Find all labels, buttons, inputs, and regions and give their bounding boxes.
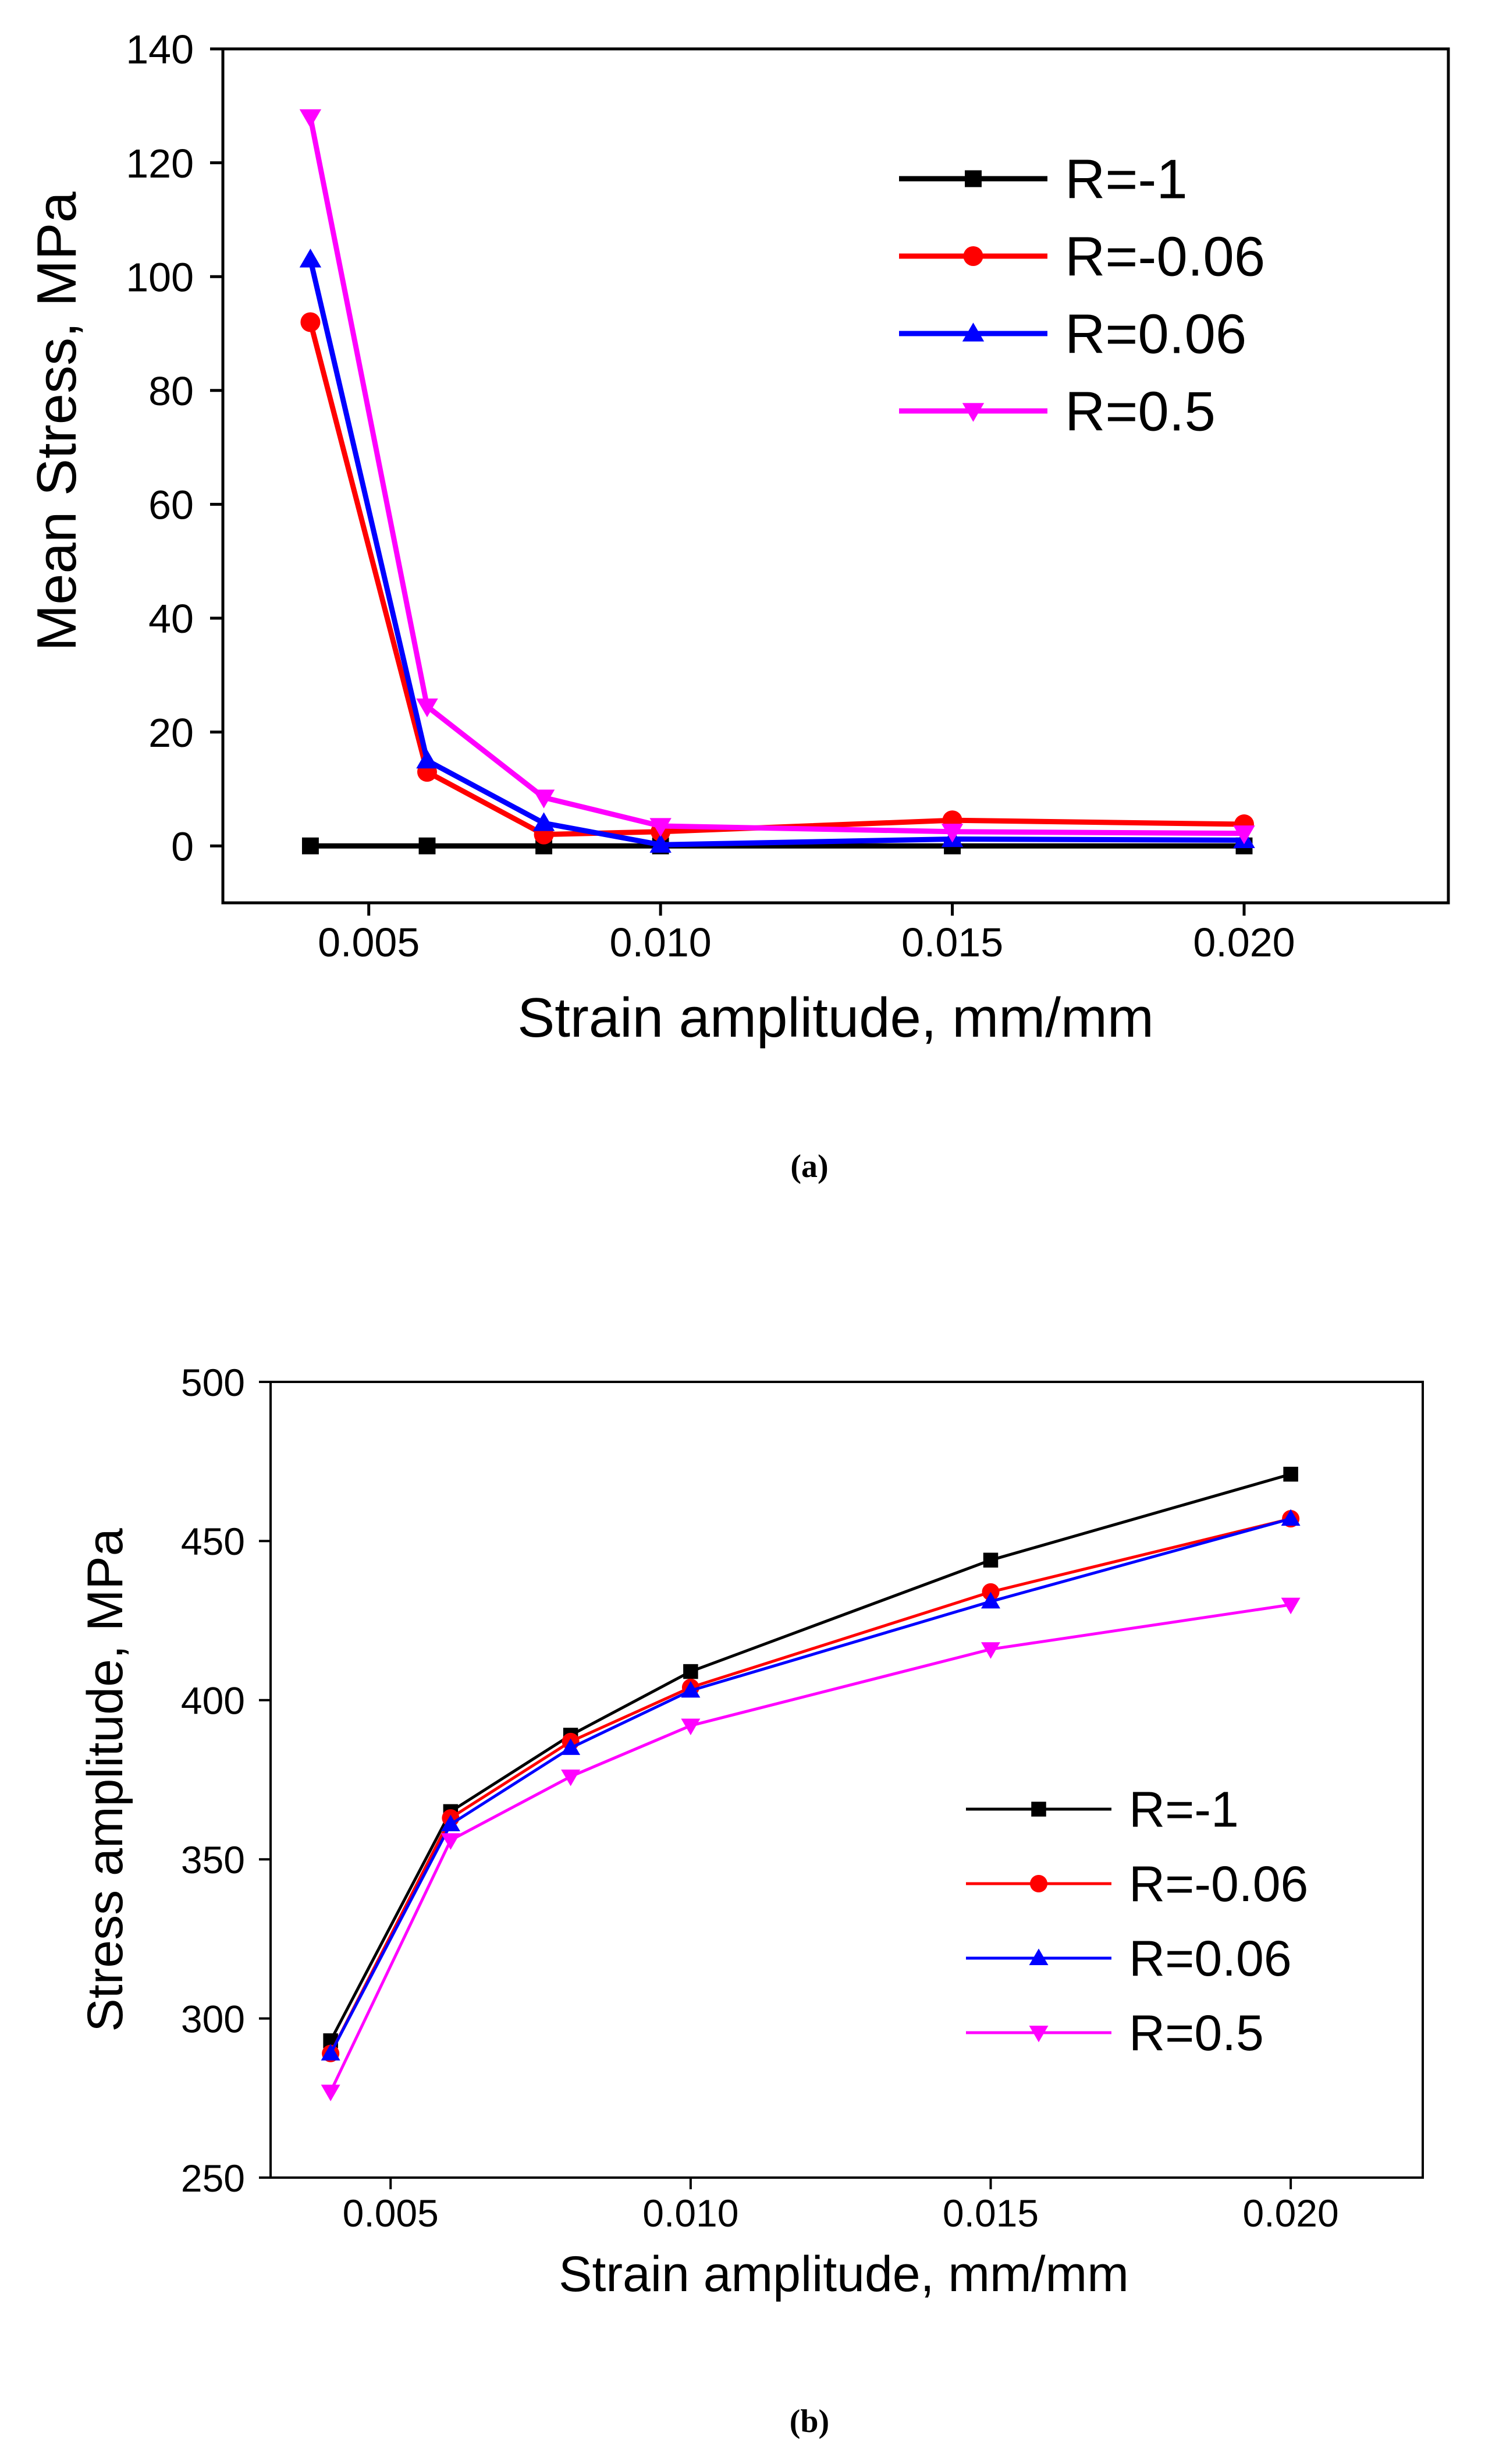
series-line-r-0-5 — [329, 1603, 1291, 2093]
legend-label: R=-1 — [1129, 1782, 1239, 1838]
x-tick-label: 0.015 — [901, 920, 1003, 965]
data-point-r-0-5 — [299, 109, 322, 129]
data-point-r-0-06 — [299, 249, 322, 268]
data-point-r-0-5 — [1281, 1597, 1301, 1615]
legend-marker — [1029, 2026, 1049, 2043]
data-point-r-0-06 — [1281, 1509, 1301, 1526]
plot-frame — [221, 47, 1450, 905]
series-layer — [321, 1466, 1301, 2101]
y-tick-label: 80 — [148, 368, 194, 414]
legend-label: R=-1 — [1065, 148, 1188, 211]
legend-label: R=0.06 — [1129, 1931, 1292, 1987]
data-point-r-1 — [683, 1664, 698, 1679]
y-tick-label: 250 — [181, 2157, 245, 2200]
chart-panel-b: 0.005 0.010 0.015 0.020 250 300 350 400 450 500 S… — [77, 1361, 1424, 2440]
y-tick-label: 40 — [148, 596, 194, 641]
data-point-r-0-06 — [532, 812, 555, 831]
data-point-r-1 — [418, 837, 436, 855]
data-point-r-0-5 — [532, 789, 555, 809]
series-line-r-1 — [329, 1473, 1291, 2042]
data-point-r-1 — [1283, 1466, 1298, 1482]
legend: R=-1 R=-0.06 R=0.06 R=0.5 — [966, 1782, 1308, 2061]
legend-marker — [1031, 1802, 1046, 1817]
data-point-r-0-5 — [416, 698, 438, 718]
data-point-r-0-06 — [416, 749, 438, 769]
y-tick-label: 300 — [181, 1997, 245, 2040]
y-tick-label: 20 — [148, 710, 194, 756]
series-line-r-0-5 — [308, 116, 1245, 836]
legend-marker — [962, 403, 985, 422]
y-axis-label: Stress amplitude, MPa — [77, 1528, 133, 2032]
y-tick-label: 0 — [171, 824, 194, 869]
series-line-r-0-06 — [329, 1517, 1291, 2054]
x-axis-label: Strain amplitude, mm/mm — [517, 987, 1154, 1049]
data-point-r-1 — [983, 1552, 999, 1568]
caption-b: (b) — [790, 2403, 829, 2440]
chart-panel-a: 0.005 0.010 0.015 0.020 0 20 40 60 80 100 120 140 S… — [26, 27, 1450, 1185]
legend-label: R=0.5 — [1129, 2005, 1264, 2061]
data-point-r-0-5 — [649, 818, 672, 837]
legend-label: R=-0.06 — [1129, 1856, 1308, 1912]
data-point-r-0-06 — [681, 1681, 701, 1698]
series-layer — [299, 109, 1255, 855]
legend-label: R=-0.06 — [1065, 226, 1265, 288]
y-axis-label: Mean Stress, MPa — [26, 192, 88, 651]
y-tick-label: 120 — [126, 141, 194, 186]
data-point-r-0-5 — [681, 1718, 701, 1736]
data-point-r-0-06 — [321, 2044, 340, 2061]
series-line-r-0-06 — [308, 258, 1245, 848]
y-tick-label: 400 — [181, 1679, 245, 1722]
x-tick-label: 0.020 — [1243, 2192, 1339, 2235]
data-point-r-0-5 — [941, 824, 964, 843]
data-point-r-0-06 — [441, 1814, 460, 1832]
axis-ticks: 0.005 0.010 0.015 0.020 250 300 350 400 450 500 — [181, 1361, 1339, 2235]
x-tick-label: 0.005 — [343, 2192, 439, 2235]
legend-marker — [963, 246, 983, 266]
x-tick-label: 0.010 — [642, 2192, 738, 2235]
legend-label: R=0.06 — [1065, 303, 1246, 366]
legend-marker — [965, 170, 982, 187]
y-tick-label: 140 — [126, 27, 194, 72]
axis-ticks: 0.005 0.010 0.015 0.020 0 20 40 60 80 100 120 140 — [126, 27, 1295, 965]
legend-label: R=0.5 — [1065, 381, 1216, 443]
legend-marker — [1029, 1948, 1049, 1965]
caption-a: (a) — [790, 1148, 828, 1185]
y-tick-label: 60 — [148, 483, 194, 528]
legend-marker — [962, 322, 985, 342]
y-tick-label: 350 — [181, 1838, 245, 1881]
plot-frame — [269, 1381, 1424, 2179]
legend: R=-1 R=-0.06 R=0.06 R=0.5 — [899, 148, 1265, 443]
y-tick-label: 100 — [126, 254, 194, 300]
x-tick-label: 0.005 — [318, 920, 420, 965]
data-point-r-0-06 — [649, 834, 672, 853]
series-line-r-0-06 — [329, 1517, 1291, 2054]
data-point-r-0-5 — [981, 1642, 1000, 1659]
data-point-r-0-06 — [561, 1738, 581, 1755]
y-tick-label: 450 — [181, 1520, 245, 1563]
x-tick-label: 0.015 — [943, 2192, 1039, 2235]
data-point-r-1 — [301, 837, 319, 855]
data-point-r-0-5 — [1233, 825, 1255, 845]
data-point-r-0-06 — [981, 1591, 1000, 1609]
x-tick-label: 0.020 — [1193, 920, 1295, 965]
x-tick-label: 0.010 — [610, 920, 712, 965]
data-point-r-0-5 — [441, 1833, 460, 1850]
data-point-r-0-06 — [300, 312, 321, 332]
y-tick-label: 500 — [181, 1361, 245, 1404]
x-axis-label: Strain amplitude, mm/mm — [559, 2246, 1129, 2302]
legend-marker — [1030, 1875, 1047, 1892]
data-point-r-0-5 — [321, 2084, 340, 2101]
data-point-r-0-5 — [561, 1770, 581, 1786]
